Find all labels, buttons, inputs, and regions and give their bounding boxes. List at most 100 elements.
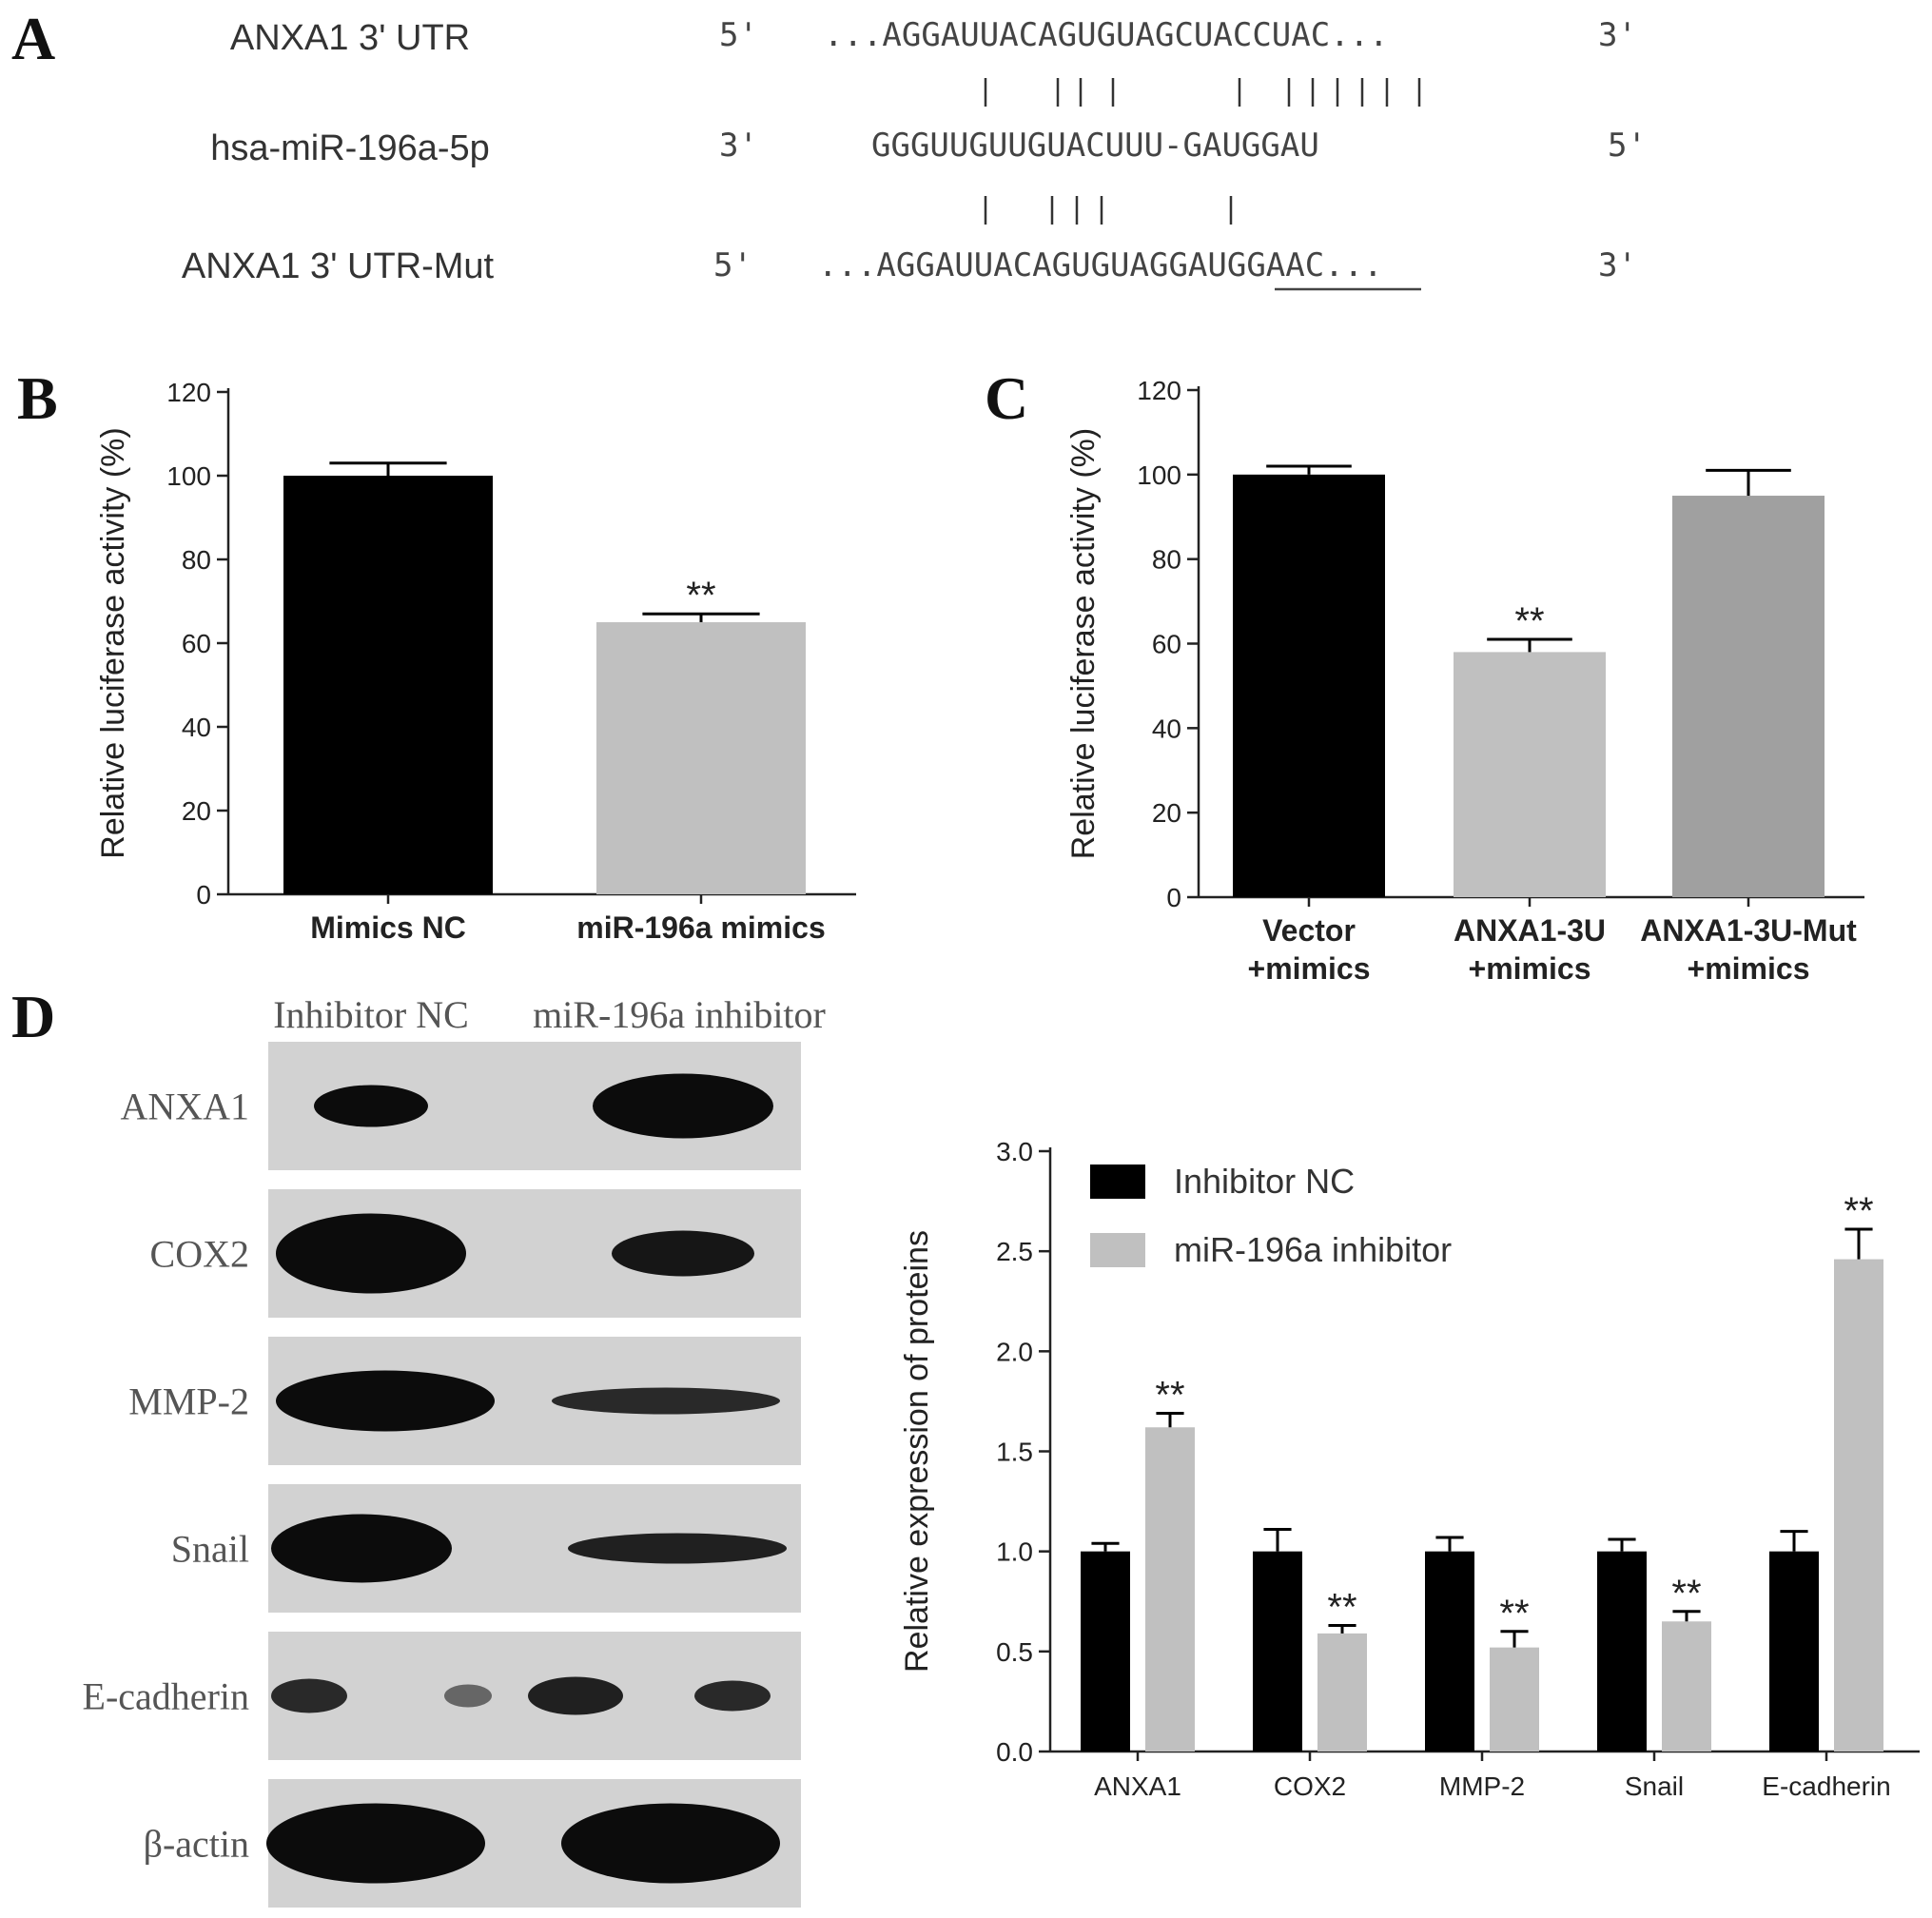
blot-band [444, 1684, 492, 1708]
chart-c-luciferase-constructs: 0 20 40 60 80 100 120 Relative luciferase activ… [1065, 376, 1864, 986]
y-tick-label-b: 40 [182, 713, 211, 742]
western-blot: Inhibitor NC miR-196a inhibitor ANXA1 COX… [83, 993, 826, 1908]
significance-d-1-1: ** [1327, 1586, 1356, 1628]
seq-label-utr: ANXA1 3' UTR [230, 18, 470, 58]
seq-label-mut: ANXA1 3' UTR-Mut [182, 246, 495, 286]
bar-d-4-0 [1769, 1551, 1819, 1752]
bar-c-2 [1672, 496, 1825, 897]
significance-d-4-1: ** [1844, 1190, 1873, 1232]
legend-swatch [1090, 1233, 1145, 1267]
blot-label: E-cadherin [83, 1675, 249, 1718]
panel-letter-d: D [11, 983, 55, 1050]
blot-band [266, 1803, 485, 1884]
y-tick-label-b: 20 [182, 796, 211, 826]
seq-utr: ...AGGAUUACAGUGUAGCUACCUAC... [824, 16, 1389, 54]
x-tick-label-c: Vector [1262, 913, 1356, 948]
blot-band [694, 1680, 771, 1712]
x-tick-label-d: Snail [1625, 1771, 1684, 1801]
blot-band [271, 1678, 347, 1713]
bar-d-0-0 [1081, 1551, 1130, 1752]
x-tick-label-d: COX2 [1274, 1771, 1346, 1801]
blot-band [552, 1387, 780, 1415]
bar-c-1 [1454, 652, 1606, 897]
y-tick-label-c: 20 [1152, 798, 1181, 828]
blot-band [612, 1230, 754, 1277]
prime-mirna-right: 5' [1608, 127, 1647, 165]
y-axis-title-b: Relative luciferase activity (%) [95, 427, 131, 858]
x-tick-label-b: miR-196a mimics [576, 910, 825, 945]
sequence-alignment: ANXA1 3' UTR 5' ...AGGAUUACAGUGUAGCUACCU… [182, 16, 1647, 291]
y-tick-label-c: 0 [1166, 883, 1181, 912]
chart-d-protein-expression: 0.0 0.5 1.0 1.5 2.0 2.5 3.0 Relative expression… [899, 1137, 1920, 1801]
x-tick-label-c: +mimics [1688, 951, 1810, 986]
y-tick-label-d: 1.0 [996, 1537, 1033, 1567]
blot-band [276, 1370, 495, 1432]
bar-b-1 [596, 622, 806, 894]
x-tick-label-d: E-cadherin [1762, 1771, 1890, 1801]
prime-utr-right: 3' [1598, 16, 1637, 54]
blot-band [276, 1213, 466, 1294]
significance-d-3-1: ** [1671, 1573, 1701, 1615]
prime-mirna-left: 3' [719, 127, 758, 165]
blot-column-1: Inhibitor NC [273, 993, 469, 1036]
bar-d-2-1 [1490, 1647, 1539, 1752]
y-tick-label-d: 0.0 [996, 1737, 1033, 1767]
y-tick-label-b: 60 [182, 629, 211, 658]
seq-mut: ...AGGAUUACAGUGUAGGAUGGAAC... [818, 246, 1383, 284]
y-tick-label-d: 3.0 [996, 1137, 1033, 1166]
legend-label: Inhibitor NC [1174, 1162, 1355, 1201]
legend-swatch [1090, 1164, 1145, 1199]
y-tick-label-c: 80 [1152, 545, 1181, 575]
blot-band [528, 1676, 623, 1715]
pairing-lines-top [984, 78, 1421, 107]
blot-label: ANXA1 [120, 1086, 249, 1128]
y-axis-title-c: Relative luciferase activity (%) [1065, 428, 1102, 859]
panel-letter-b: B [17, 364, 58, 432]
blot-label: COX2 [150, 1233, 249, 1276]
y-tick-label-d: 2.5 [996, 1237, 1033, 1266]
bar-d-1-1 [1317, 1633, 1367, 1752]
x-tick-label-d: ANXA1 [1094, 1771, 1181, 1801]
blot-band [568, 1533, 787, 1564]
blot-band [271, 1514, 452, 1583]
x-tick-label-c: +mimics [1469, 951, 1591, 986]
prime-mut-left: 5' [713, 246, 752, 284]
y-tick-label-d: 0.5 [996, 1637, 1033, 1667]
significance-b-1: ** [686, 575, 715, 616]
y-tick-label-d: 2.0 [996, 1337, 1033, 1366]
y-tick-label-c: 100 [1137, 460, 1181, 490]
bar-d-3-0 [1597, 1551, 1647, 1752]
seq-mirna: GGGUUGUUGUACUUU-GAUGGAU [871, 127, 1319, 165]
bar-d-1-0 [1253, 1551, 1302, 1752]
panel-letter-a: A [11, 5, 55, 72]
significance-d-0-1: ** [1155, 1375, 1184, 1417]
significance-c-1: ** [1514, 600, 1544, 642]
seq-label-mirna: hsa-miR-196a-5p [210, 128, 490, 168]
y-tick-label-d: 1.5 [996, 1438, 1033, 1467]
panel-letter-c: C [985, 364, 1028, 432]
blot-band [561, 1803, 780, 1884]
blot-band [593, 1073, 773, 1139]
x-tick-label-b: Mimics NC [310, 910, 466, 945]
y-axis-title-d: Relative expression of proteins [899, 1230, 935, 1673]
legend-label: miR-196a inhibitor [1174, 1230, 1452, 1269]
bar-d-4-1 [1834, 1259, 1883, 1752]
blot-band [314, 1085, 428, 1127]
y-tick-label-c: 60 [1152, 630, 1181, 659]
blot-label: Snail [171, 1528, 249, 1571]
x-tick-label-d: MMP-2 [1439, 1771, 1525, 1801]
bar-b-0 [283, 476, 493, 894]
y-tick-label-b: 0 [196, 880, 211, 910]
prime-utr-left: 5' [719, 16, 758, 54]
bar-d-3-1 [1662, 1621, 1711, 1752]
bar-d-0-1 [1145, 1427, 1195, 1752]
significance-d-2-1: ** [1499, 1593, 1529, 1634]
pairing-lines-bottom [984, 196, 1233, 225]
bar-c-0 [1233, 474, 1385, 897]
y-tick-label-c: 120 [1137, 376, 1181, 405]
chart-b-luciferase-mimics: 0 20 40 60 80 100 120 Relative luciferase activ… [95, 378, 856, 945]
x-tick-label-c: ANXA1-3U [1454, 913, 1606, 948]
y-tick-label-b: 120 [166, 378, 211, 407]
y-tick-label-b: 100 [166, 461, 211, 491]
prime-mut-right: 3' [1598, 246, 1637, 284]
